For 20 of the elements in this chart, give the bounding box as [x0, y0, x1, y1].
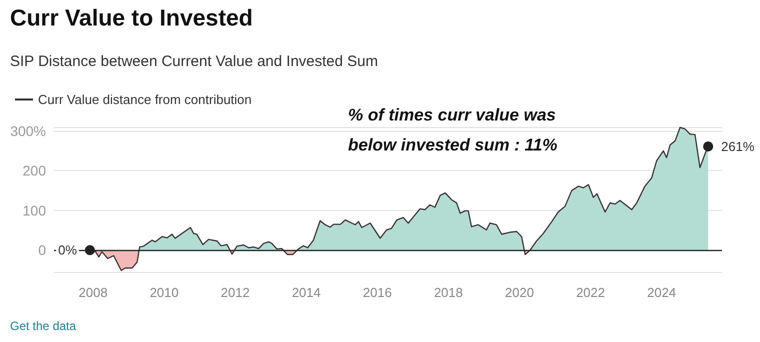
annotation: % of times curr value was below invested sum : 11%	[348, 106, 561, 154]
chart-title: Curr Value to Invested	[10, 4, 253, 30]
x-tick-label: 2022	[576, 285, 605, 300]
x-tick-label: 2020	[505, 285, 534, 300]
x-tick-label: 2008	[78, 285, 108, 300]
x-tick-label: 2012	[220, 285, 250, 300]
text: Get the data	[10, 319, 76, 333]
annotation: 261%	[721, 138, 755, 154]
x-tick-label: 2010	[150, 285, 179, 300]
y-tick-label: 0	[38, 242, 46, 258]
x-tick-label: 2014	[292, 285, 321, 300]
x-tick-label: 2018	[434, 285, 463, 300]
annotation: 0%	[58, 242, 78, 258]
y-tick-label: 200	[22, 162, 46, 179]
chart-subtitle: SIP Distance between Current Value and Invested Sum	[10, 53, 378, 70]
x-tick-label: 2016	[362, 285, 392, 300]
legend-label: Curr Value distance from contribution	[38, 92, 252, 107]
y-tick-label: 300%	[10, 122, 46, 139]
y-tick-label: 100	[22, 202, 46, 218]
x-tick-label: 2024	[647, 285, 676, 300]
